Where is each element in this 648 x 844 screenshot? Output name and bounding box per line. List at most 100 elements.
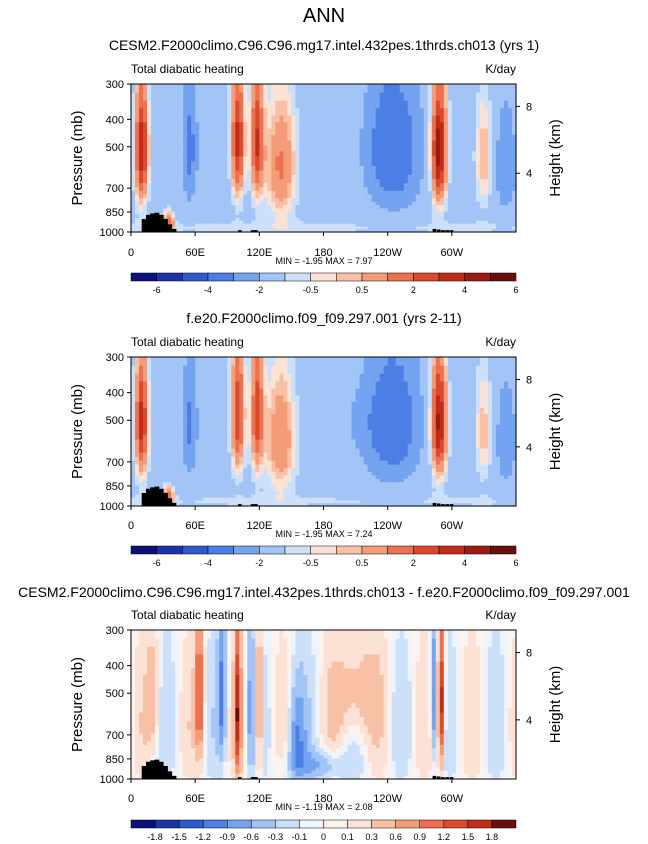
heatmap-cell [443,84,449,94]
heatmap-cell [383,214,389,219]
heatmap-cell [471,100,477,109]
heatmap-cell [235,448,240,454]
heatmap-cell [383,84,389,94]
heatmap-cell [483,100,489,109]
heatmap-cell [463,84,469,94]
heatmap-cell [283,429,289,436]
heatmap-cell [247,388,252,397]
heatmap-cell [287,381,293,390]
heatmap-cell [267,357,272,367]
heatmap-cell [259,108,264,117]
heatmap-cell [311,190,317,196]
heatmap-cell [187,128,192,136]
heatmap-cell [423,413,429,421]
heatmap-cell [211,179,216,184]
heatmap-cell [395,194,401,199]
heatmap-cell [355,424,361,431]
heatmap-cell [343,434,349,441]
heatmap-cell [259,429,264,436]
heatmap-cell [491,429,497,436]
heatmap-cell [279,198,284,203]
heatmap-cell [511,365,517,375]
heatmap-cell [411,419,417,426]
heatmap-cell [375,456,381,462]
heatmap-cell [247,365,252,375]
heatmap-cell [475,439,481,445]
heatmap-cell [311,413,317,421]
heatmap-cell [323,146,329,152]
heatmap-cell [355,452,361,458]
heatmap-cell [443,190,449,196]
heatmap-cell [135,223,140,228]
heatmap-cell [383,424,389,431]
heatmap-cell [359,170,365,176]
heatmap-cell [479,174,485,180]
heatmap-cell [211,444,216,450]
heatmap-cell [131,128,136,136]
heatmap-cell [395,146,401,152]
heatmap-cell [191,434,196,441]
heatmap-cell [443,439,449,445]
heatmap-cell [447,151,453,157]
heatmap-cell [243,108,248,117]
heatmap-cell [239,444,244,450]
heatmap-cell [355,357,361,367]
heatmap-cell [315,187,321,192]
heatmap-cell [295,108,301,117]
heatmap-cell [327,214,333,219]
y-axis-title: Pressure (mb) [69,110,86,205]
heatmap-cell [255,183,260,188]
heatmap-cell [223,413,228,421]
heatmap-cell [371,161,377,167]
heatmap-cell [495,448,501,454]
heatmap-cell [375,174,381,180]
heatmap-cell [431,217,437,222]
heatmap-cell [227,208,232,213]
heatmap-cell [195,122,200,130]
heatmap-cell [231,424,236,431]
heatmap-cell [503,201,509,206]
heatmap-cell [423,395,429,403]
heatmap-cell [335,448,341,454]
heatmap-cell [223,217,228,222]
heatmap-cell [147,201,152,206]
heatmap-cell [151,92,156,102]
heatmap-cell [323,115,329,123]
heatmap-cell [291,229,297,233]
heatmap-cell [143,115,148,123]
heatmap-cell [259,161,264,167]
heatmap-cell [407,100,413,109]
heatmap-cell [499,429,505,436]
heatmap-cell [239,448,244,454]
heatmap-cell [171,395,176,403]
heatmap-cell [455,226,461,230]
heatmap-cell [511,174,517,180]
heatmap-cell [243,211,248,216]
heatmap-cell [451,444,457,450]
heatmap-cell [307,208,313,213]
heatmap-cell [331,444,337,450]
heatmap-cell [503,444,509,450]
heatmap-cell [415,365,421,375]
heatmap-cell [383,460,389,466]
heatmap-cell [303,413,309,421]
heatmap-cell [339,429,345,436]
heatmap-cell [351,424,357,431]
heatmap-cell [431,439,437,445]
heatmap-cell [227,408,232,415]
heatmap-cell [211,434,216,441]
heatmap-cell [491,122,497,130]
heatmap-cell [407,161,413,167]
heatmap-cell [311,226,317,230]
heatmap-cell [431,100,437,109]
heatmap-cell [311,424,317,431]
heatmap-cell [439,128,445,136]
heatmap-cell [211,198,216,203]
heatmap-cell [367,84,373,94]
heatmap-cell [419,448,425,454]
heatmap-cell [439,156,445,162]
heatmap-cell [199,413,204,421]
heatmap-cell [403,187,409,192]
heatmap-cell [135,395,140,403]
heatmap-cell [319,161,325,167]
